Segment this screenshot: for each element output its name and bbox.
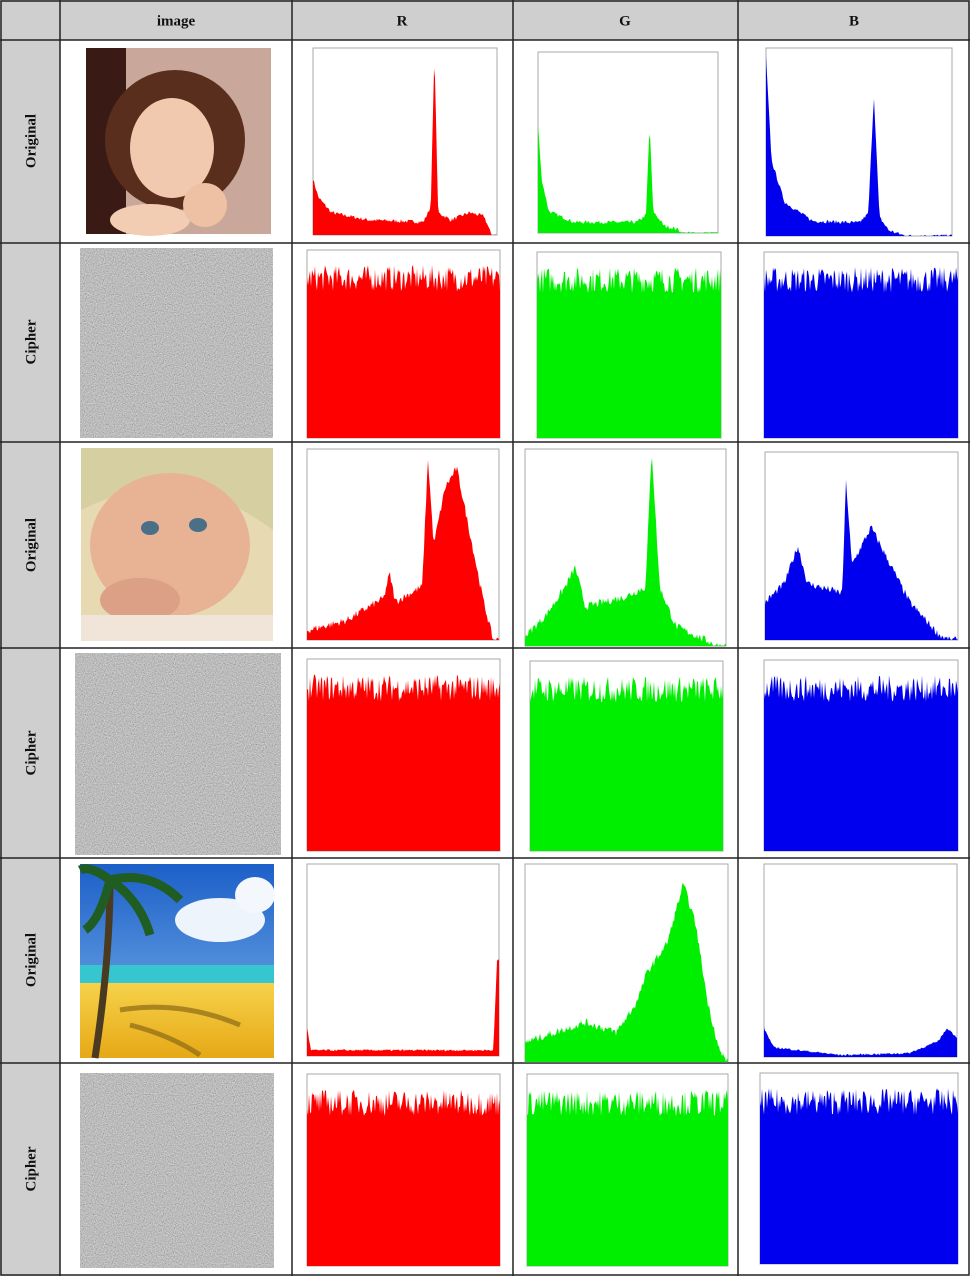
histogram-frame <box>764 864 957 1057</box>
cipher-image <box>80 1073 274 1268</box>
histogram-frame <box>307 864 499 1056</box>
header-cell: B <box>849 13 859 29</box>
figure: image R G B Original Cipher Original Cip… <box>0 0 970 1276</box>
photo <box>86 48 271 236</box>
histogram-frame <box>766 48 952 236</box>
cipher-image <box>75 653 281 855</box>
histogram-frame <box>313 48 497 235</box>
row-label: Cipher <box>23 730 39 775</box>
row-label: Cipher <box>23 1146 39 1191</box>
histogram <box>307 675 500 851</box>
histogram <box>764 675 958 851</box>
photo <box>80 864 275 1058</box>
header-cell: R <box>397 13 408 29</box>
header-bg <box>0 0 970 40</box>
histogram <box>307 265 500 438</box>
page: image R G B Original Cipher Original Cip… <box>0 0 970 1276</box>
histograms <box>307 48 958 1266</box>
histogram <box>530 677 723 851</box>
histogram <box>760 1088 958 1264</box>
histogram <box>764 267 958 438</box>
row-label: Original <box>23 114 39 168</box>
histogram <box>527 1090 728 1266</box>
header-cell: image <box>157 13 196 29</box>
header-cell: G <box>619 13 631 29</box>
row-label: Original <box>23 933 39 987</box>
row-label: Cipher <box>23 319 39 364</box>
histogram <box>307 1090 500 1267</box>
histogram-frame <box>538 52 718 233</box>
label-col-bg <box>0 40 60 1276</box>
row-label: Original <box>23 518 39 572</box>
photo <box>81 448 273 641</box>
cipher-image <box>80 248 273 438</box>
histogram <box>537 267 721 438</box>
